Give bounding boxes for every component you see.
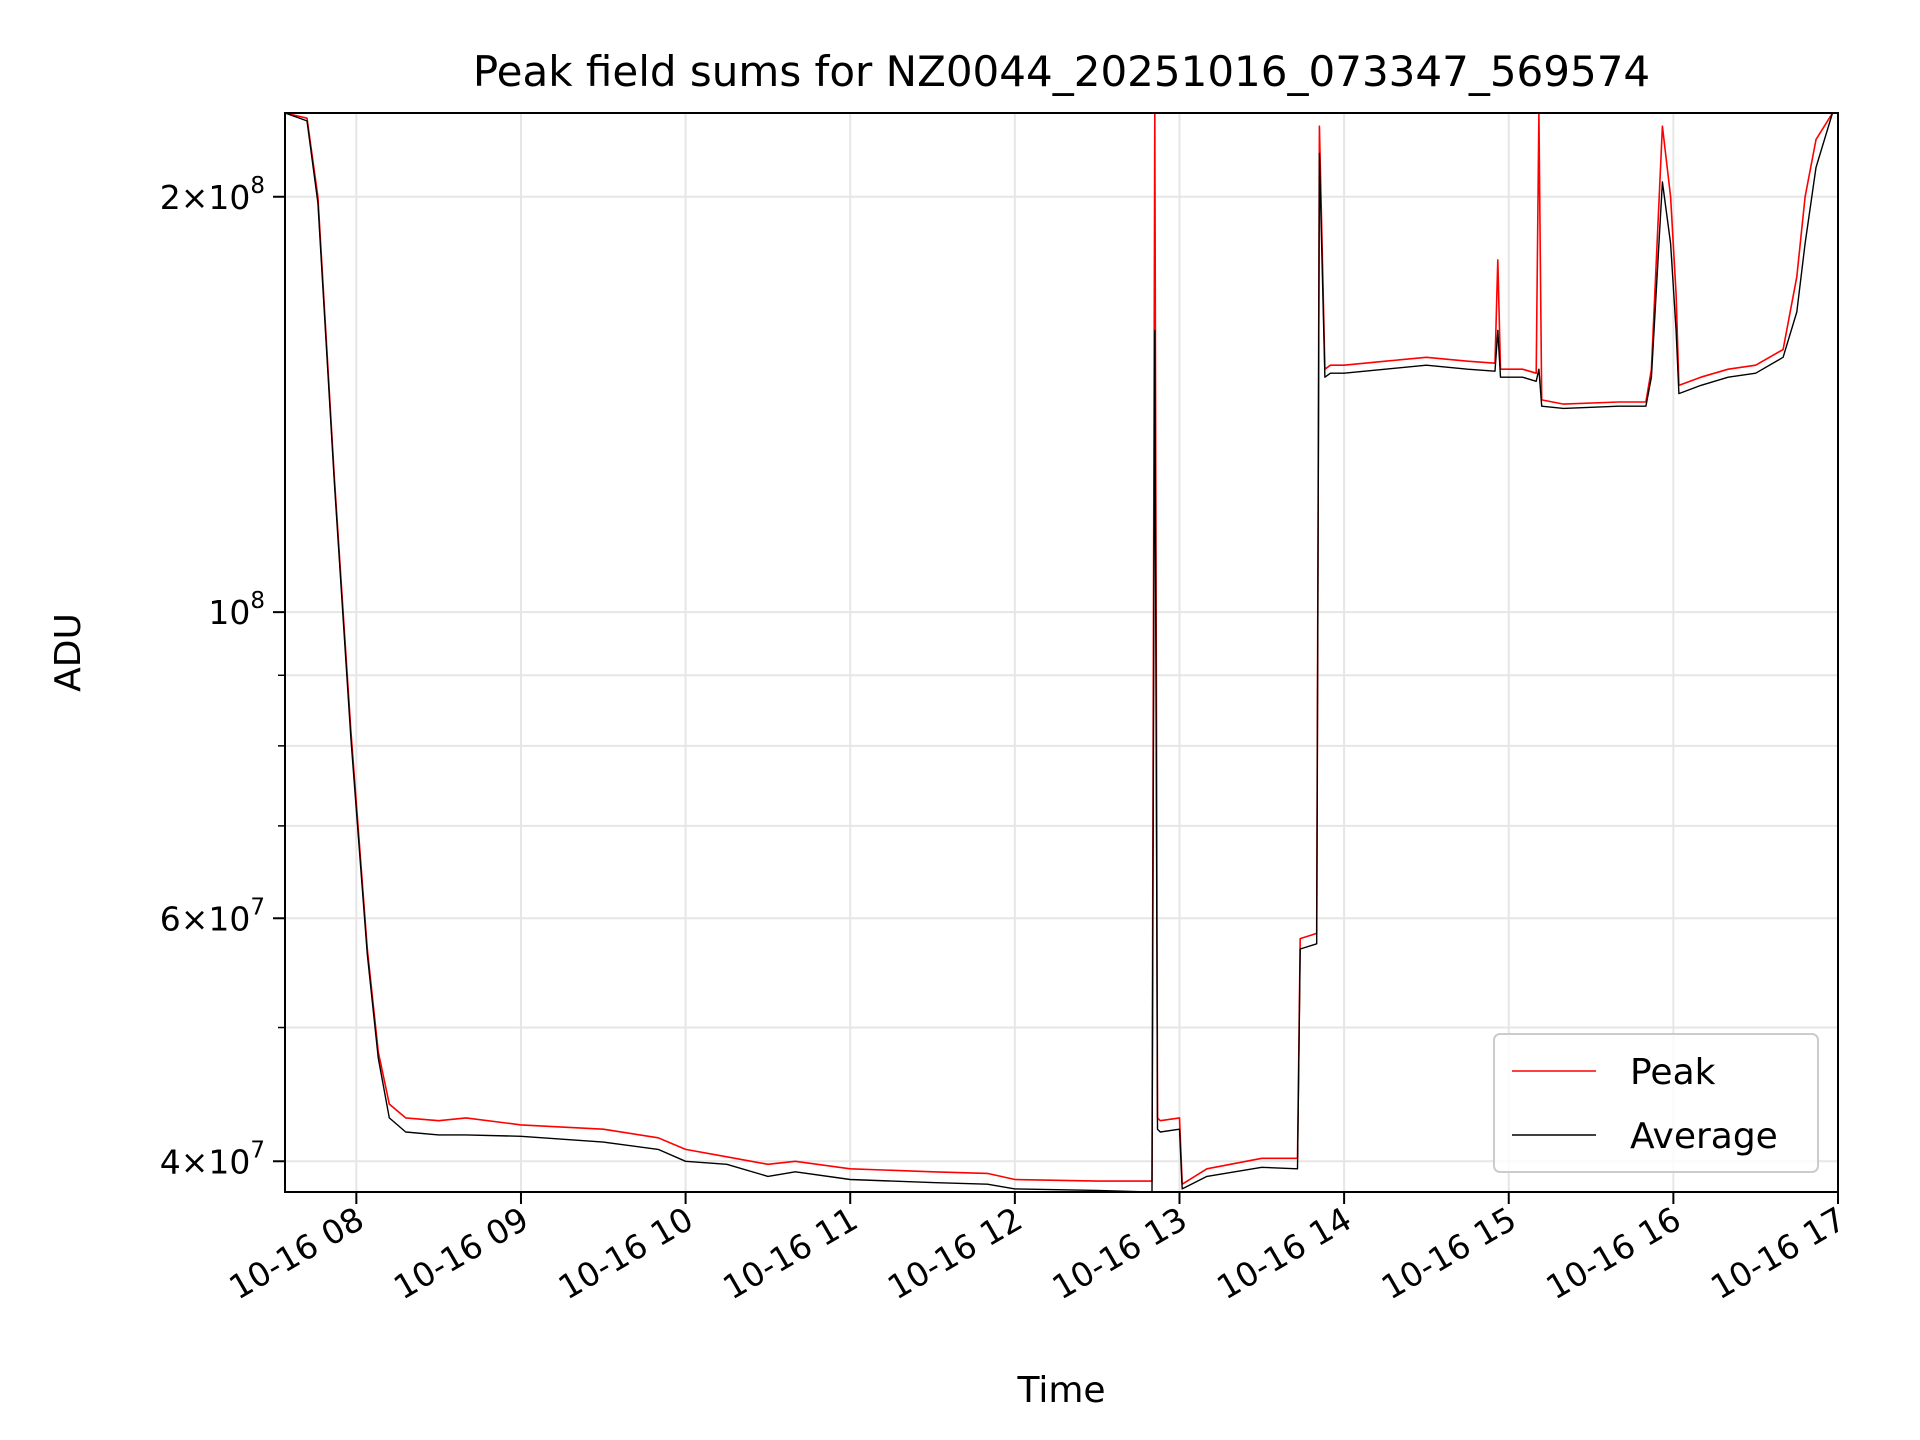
- legend-box: [1493, 1033, 1819, 1173]
- axes-frame: [284, 112, 1839, 1193]
- legend: Peak Average: [1493, 1033, 1819, 1173]
- series-line-average: [284, 112, 1838, 1193]
- legend-label-peak: Peak: [1630, 1052, 1716, 1093]
- y-axis-label: ADU: [48, 613, 89, 692]
- y-tick-label: 4×107: [160, 1137, 265, 1181]
- series-line-peak: [284, 112, 1838, 1185]
- legend-label-average: Average: [1630, 1116, 1778, 1157]
- x-axis-label: Time: [1016, 1370, 1105, 1411]
- y-tick-label: 108: [208, 588, 265, 632]
- chart-title: Peak field sums for NZ0044_20251016_0733…: [473, 47, 1650, 96]
- y-tick-label: 2×108: [160, 173, 265, 217]
- y-tick-label: 6×107: [160, 894, 265, 938]
- plot-area: [284, 112, 1838, 1193]
